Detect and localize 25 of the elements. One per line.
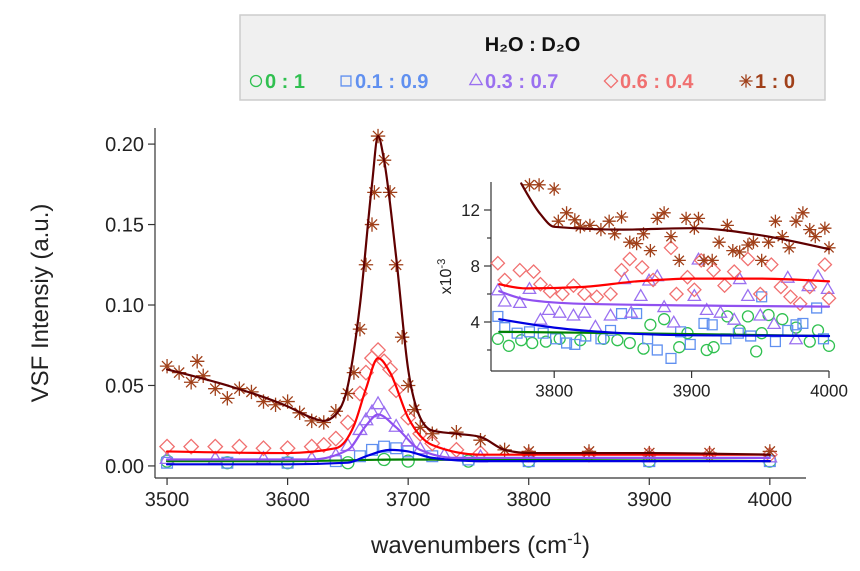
y-tick-label: 12 — [461, 200, 480, 220]
x-axis-title: wavenumbers (cm$^{-1}$) — [370, 528, 590, 559]
legend-label: 1 : 0 — [755, 71, 796, 93]
legend-label: 0 : 1 — [265, 71, 306, 93]
y-tick-label: 4 — [470, 312, 480, 332]
y-tick-label: 8 — [470, 256, 480, 276]
y-tick-label: 0.15 — [105, 214, 144, 237]
legend-label: 0.1 : 0.9 — [355, 71, 428, 93]
y-tick-label: 0.05 — [105, 375, 144, 398]
y-tick-label: 0.00 — [105, 456, 144, 478]
x-tick-label: 4000 — [748, 489, 792, 511]
legend-label: 0.6 : 0.4 — [620, 71, 694, 93]
legend-label: 0.3 : 0.7 — [485, 71, 558, 93]
x-tick-label: 4000 — [810, 382, 848, 401]
y-tick-label: 0.10 — [105, 295, 144, 318]
x-tick-label: 3800 — [506, 489, 551, 511]
x-tick-label: 3800 — [535, 382, 574, 401]
x-tick-label: 3900 — [672, 382, 711, 401]
x-tick-label: 3700 — [386, 489, 430, 511]
legend-title: H₂O : D₂O — [484, 34, 580, 56]
x-tick-label: 3900 — [627, 489, 672, 511]
y-axis-title: VSF Intensiy (a.u.) — [27, 204, 54, 402]
y-tick-label: 0.20 — [105, 134, 144, 156]
x-tick-label: 3500 — [144, 489, 190, 511]
x-tick-label: 3600 — [265, 489, 310, 511]
